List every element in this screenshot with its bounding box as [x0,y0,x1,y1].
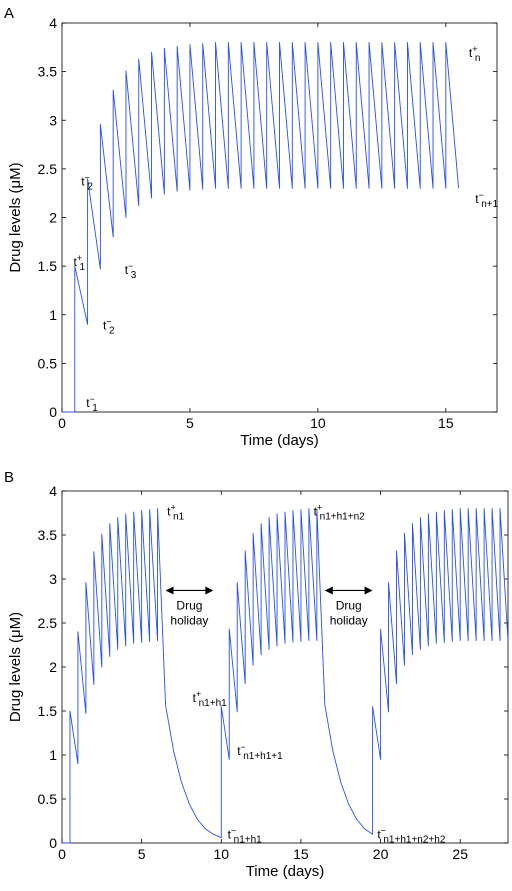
chart1-holiday-arrowhead-right [205,586,214,595]
chart0-y-tick-label: 2.5 [38,161,58,177]
chart0-annotation-label: t+ n [469,44,481,64]
chart1-series-line [62,508,509,844]
chart0-annotation-label: t− 2 [103,316,115,336]
chart1-y-tick-label: 4 [49,483,57,499]
chart1-annotation-label: t− n1+h1+n2+h2 [377,826,445,846]
panel-label-a: A [4,5,14,22]
chart0-x-tick-label: 5 [186,415,194,431]
chart1-y-tick-label: 0 [49,835,57,851]
chart1-holiday-arrowhead-left [324,586,333,595]
chart1-group: 0 5 10 15 20 25 0 0.5 1 1.5 2 2.5 3 3.5 4 Time (days) Dr… [7,483,509,880]
chart1-y-tick-label: 2 [49,659,57,675]
chart0-annotation-label: t− n+1 [475,190,498,210]
chart0-y-axis-label: Drug levels (μM) [7,162,24,272]
chart1-annotation-label: t− n1+h1+1 [237,742,283,762]
chart0-y-tick-label: 1.5 [38,258,58,274]
chart0-y-tick-label: 3 [49,112,57,128]
chart0-y-tick-label: 1 [49,307,57,323]
chart1-x-axis-label: Time (days) [246,863,325,880]
chart1-holiday-label: holiday [330,613,368,627]
chart0-y-tick-label: 0 [49,404,57,420]
chart0-x-tick-label: 0 [58,415,66,431]
chart0-y-tick-label: 4 [49,15,57,31]
chart1-y-tick-label: 1.5 [38,703,58,719]
chart1-y-tick-label: 3.5 [38,527,58,543]
chart0-y-tick-label: 3.5 [38,64,58,80]
chart0-series-line [62,42,460,413]
chart1-y-tick-label: 2.5 [38,615,58,631]
chart1-holiday-label: Drug [336,598,362,612]
chart1-holiday-label: Drug [176,598,202,612]
chart1-x-tick-label: 15 [293,846,309,862]
chart1-x-tick-label: 0 [58,846,66,862]
chart1-y-axis-label: Drug levels (μM) [7,612,24,722]
panel-label-b: B [4,469,14,486]
chart1-annotation-label: t+ n1 [167,503,185,523]
chart1-holiday-label: holiday [170,613,208,627]
chart0-x-axis-label: Time (days) [240,432,319,449]
chart0-x-tick-label: 15 [438,415,454,431]
chart0-annotation-label: t− 1 [86,394,98,414]
chart1-y-tick-label: 0.5 [38,791,58,807]
chart0-annotation-label: t− 2 [81,172,93,192]
chart0-x-tick-label: 10 [310,415,326,431]
chart0-y-tick-label: 2 [49,210,57,226]
chart0-annotation-label: t− 3 [125,261,137,281]
chart1-x-tick-label: 20 [373,846,389,862]
chart1-x-tick-label: 5 [138,846,146,862]
chart1-holiday-arrowhead-left [165,586,174,595]
chart1-holiday-arrowhead-right [364,586,373,595]
chart0-group: 0 5 10 15 0 0.5 1 1.5 2 2.5 3 3.5 4 Time (days) Drug l… [7,15,499,449]
chart1-annotation-label: t+ n1+h1 [193,689,228,709]
chart1-y-tick-label: 1 [49,747,57,763]
chart1-annotation-label: t+ n1+h1+n2 [314,503,365,523]
chart1-annotation-label: t− n1+h1 [228,826,263,846]
chart1-y-tick-label: 3 [49,571,57,587]
chart0-y-tick-label: 0.5 [38,355,58,371]
chart1-x-tick-label: 25 [452,846,468,862]
chart0-annotation-label: t+ 1 [74,253,86,273]
chart1-x-tick-label: 10 [213,846,229,862]
